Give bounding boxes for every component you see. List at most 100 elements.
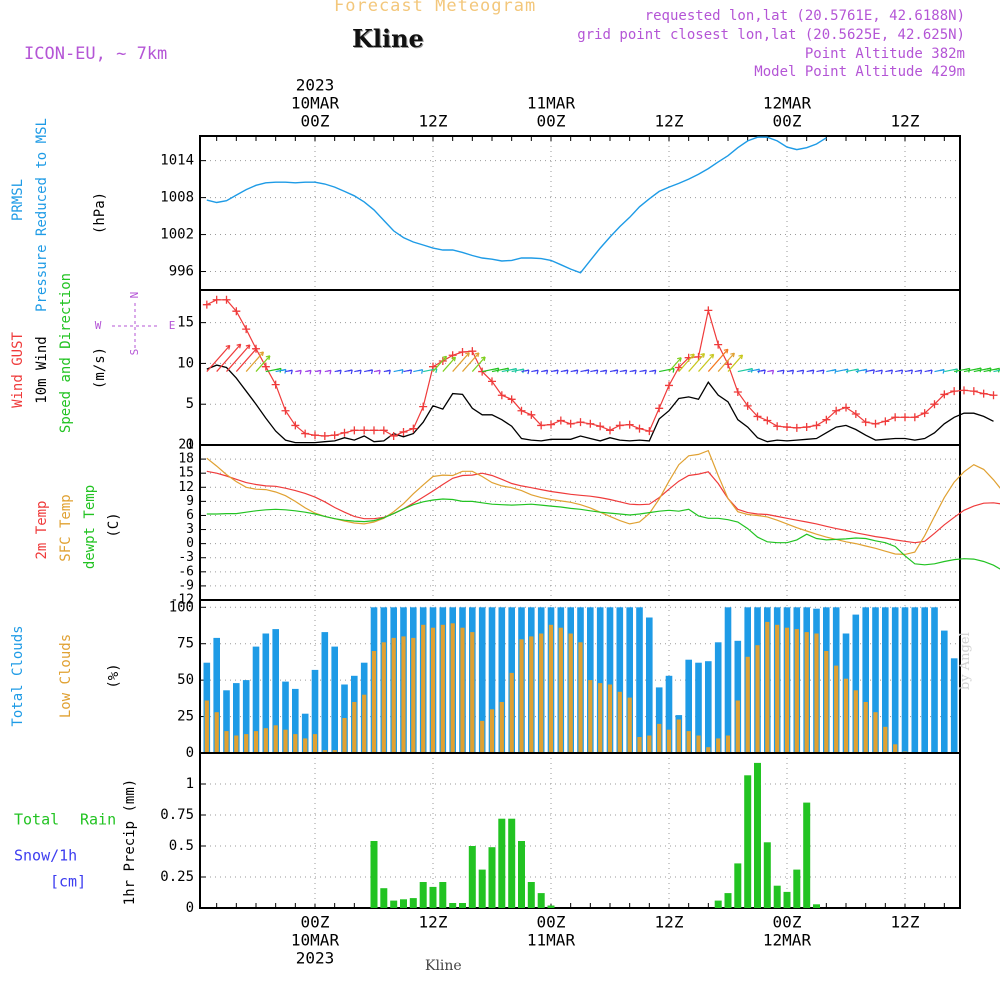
total-cloud-bar bbox=[301, 713, 309, 753]
precip-bar bbox=[400, 899, 407, 908]
wind-gust-marker bbox=[979, 389, 988, 398]
wind-direction-arrow bbox=[727, 354, 743, 372]
y-tick-label: 0 bbox=[186, 536, 194, 551]
total-cloud-bar bbox=[950, 658, 958, 753]
bottom-time-label: 10MAR bbox=[291, 931, 340, 950]
pressure-unit: (hPa) bbox=[92, 192, 108, 234]
wind-gust-label: Wind GUST bbox=[10, 332, 26, 408]
total-cloud-bar bbox=[734, 640, 742, 753]
wind-direction-arrow bbox=[245, 351, 264, 372]
wind-direction-arrow bbox=[226, 344, 251, 372]
temp-unit: (C) bbox=[106, 512, 122, 537]
precip-unit: 1hr Precip (mm) bbox=[122, 779, 138, 905]
wind-direction-arrowhead bbox=[543, 369, 549, 375]
wind-direction-arrowhead bbox=[677, 357, 682, 362]
wind-gust-marker bbox=[458, 348, 467, 356]
wind-direction-arrowhead bbox=[761, 369, 766, 375]
wind-direction-arrowhead bbox=[553, 369, 559, 375]
wind-direction-arrowhead bbox=[622, 369, 628, 375]
wind-direction-arrow bbox=[717, 352, 735, 372]
low-cloud-bar bbox=[883, 726, 888, 753]
low-cloud-bar bbox=[696, 735, 701, 753]
temp-sfc-label: SFC Temp bbox=[58, 494, 74, 561]
wind-direction-arrowhead bbox=[225, 344, 231, 350]
panel-frame bbox=[199, 752, 961, 909]
low-cloud-bar bbox=[283, 729, 288, 753]
wind-gust-marker bbox=[704, 306, 713, 315]
total-cloud-bar bbox=[685, 659, 692, 753]
y-tick-label: 18 bbox=[178, 452, 194, 467]
top-time-label: 2023 bbox=[296, 76, 335, 95]
y-tick-label: 0 bbox=[186, 900, 194, 916]
total-cloud-bar bbox=[488, 607, 496, 753]
low-cloud-bar bbox=[598, 683, 603, 753]
y-tick-label: 10 bbox=[177, 355, 194, 371]
wind-direction-arrowhead bbox=[870, 369, 875, 374]
wind-direction-arrowhead bbox=[306, 369, 312, 375]
wind-direction-arrowhead bbox=[878, 369, 883, 375]
temp-sfc-line bbox=[206, 449, 1000, 556]
low-cloud-bar bbox=[519, 639, 524, 753]
low-cloud-bar bbox=[293, 734, 298, 753]
total-cloud-bar bbox=[262, 633, 270, 753]
precip-bar bbox=[419, 882, 427, 908]
total-cloud-bar bbox=[695, 662, 702, 753]
total-cloud-bar bbox=[911, 607, 919, 753]
wind-direction-arrowhead bbox=[631, 369, 637, 375]
wind-gust-marker bbox=[645, 427, 654, 436]
top-time-label: 00Z bbox=[537, 112, 566, 131]
wind-gust-marker bbox=[753, 412, 762, 421]
wind-gust-marker bbox=[655, 404, 664, 413]
wind-direction-arrowhead bbox=[700, 353, 706, 358]
y-tick-label: -3 bbox=[178, 550, 194, 565]
total-cloud-bar bbox=[321, 632, 329, 753]
wind-gust-marker bbox=[202, 300, 211, 309]
precip-bar bbox=[783, 891, 791, 908]
total-cloud-bar bbox=[872, 607, 879, 753]
wind-direction-arrowhead bbox=[888, 369, 894, 375]
pressure-line bbox=[206, 136, 827, 274]
low-cloud-bar bbox=[548, 624, 554, 753]
wind-gust-marker bbox=[596, 422, 605, 431]
wind-direction-arrowhead bbox=[356, 369, 362, 375]
total-cloud-bar bbox=[292, 688, 299, 753]
y-tick-label: 6 bbox=[186, 508, 194, 523]
low-cloud-bar bbox=[263, 728, 268, 753]
wind-direction-arrow bbox=[216, 343, 242, 372]
total-cloud-bar bbox=[282, 681, 289, 753]
low-cloud-bar bbox=[814, 633, 819, 753]
wind-direction-arrowhead bbox=[927, 369, 933, 375]
precip-bar bbox=[763, 842, 771, 908]
low-cloud-bar bbox=[666, 729, 672, 753]
low-cloud-bar bbox=[568, 633, 573, 753]
wind-direction-arrowhead bbox=[908, 369, 913, 375]
low-cloud-bar bbox=[558, 627, 563, 753]
total-cloud-bar bbox=[724, 607, 732, 753]
low-cloud-bar bbox=[253, 731, 259, 753]
low-cloud-bar bbox=[509, 672, 514, 753]
wind-gust-marker bbox=[842, 403, 850, 412]
low-cloud-bar bbox=[371, 651, 377, 753]
bottom-time-label: 12Z bbox=[419, 913, 448, 932]
wind-rose-east: E bbox=[169, 319, 176, 332]
low-cloud-bar bbox=[735, 700, 740, 753]
wind-gust-marker bbox=[969, 387, 978, 396]
wind-gust-marker bbox=[360, 426, 369, 435]
precip-bar bbox=[498, 818, 506, 908]
wind-direction-arrowhead bbox=[442, 355, 448, 361]
wind-direction-arrowhead bbox=[819, 369, 825, 375]
total-cloud-bar bbox=[705, 661, 712, 753]
precip-bar bbox=[468, 846, 476, 908]
wind-direction-arrow bbox=[678, 353, 695, 372]
low-cloud-bar bbox=[499, 702, 504, 753]
location-title: Kline bbox=[352, 24, 424, 53]
low-cloud-bar bbox=[401, 636, 406, 753]
low-cloud-bar bbox=[391, 637, 396, 753]
total-cloud-bar bbox=[311, 669, 319, 753]
precip-bar bbox=[744, 775, 752, 908]
bottom-time-label: 00Z bbox=[301, 913, 330, 932]
low-cloud-bar bbox=[539, 633, 544, 753]
wind-direction-arrowhead bbox=[779, 369, 785, 375]
wind-gust-marker bbox=[763, 416, 772, 425]
wind-direction-arrowhead bbox=[326, 369, 332, 375]
